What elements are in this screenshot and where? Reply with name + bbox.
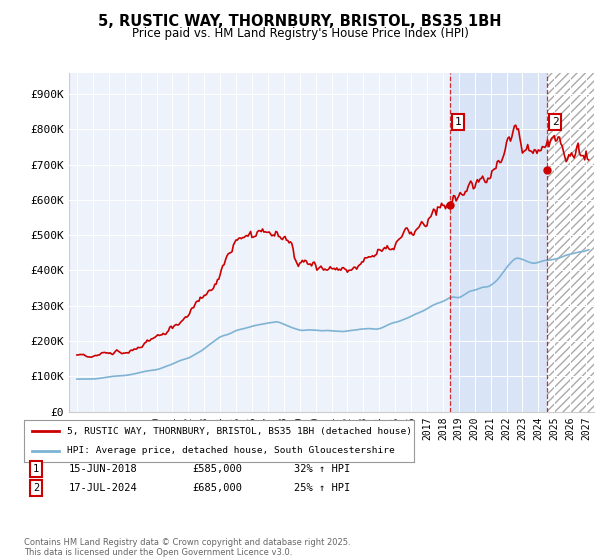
Text: 2: 2: [33, 483, 39, 493]
Text: £585,000: £585,000: [192, 464, 242, 474]
Text: 1: 1: [455, 117, 461, 127]
Text: HPI: Average price, detached house, South Gloucestershire: HPI: Average price, detached house, Sout…: [67, 446, 395, 455]
Bar: [547, 73, 594, 412]
Text: 5, RUSTIC WAY, THORNBURY, BRISTOL, BS35 1BH: 5, RUSTIC WAY, THORNBURY, BRISTOL, BS35 …: [98, 14, 502, 29]
Text: Price paid vs. HM Land Registry's House Price Index (HPI): Price paid vs. HM Land Registry's House …: [131, 27, 469, 40]
Text: 2: 2: [551, 117, 559, 127]
Text: 1: 1: [33, 464, 39, 474]
Text: 5, RUSTIC WAY, THORNBURY, BRISTOL, BS35 1BH (detached house): 5, RUSTIC WAY, THORNBURY, BRISTOL, BS35 …: [67, 427, 412, 436]
Text: 17-JUL-2024: 17-JUL-2024: [69, 483, 138, 493]
Text: Contains HM Land Registry data © Crown copyright and database right 2025.
This d: Contains HM Land Registry data © Crown c…: [24, 538, 350, 557]
Text: 15-JUN-2018: 15-JUN-2018: [69, 464, 138, 474]
Text: 32% ↑ HPI: 32% ↑ HPI: [294, 464, 350, 474]
Text: £685,000: £685,000: [192, 483, 242, 493]
Bar: [450, 73, 547, 412]
Text: 25% ↑ HPI: 25% ↑ HPI: [294, 483, 350, 493]
